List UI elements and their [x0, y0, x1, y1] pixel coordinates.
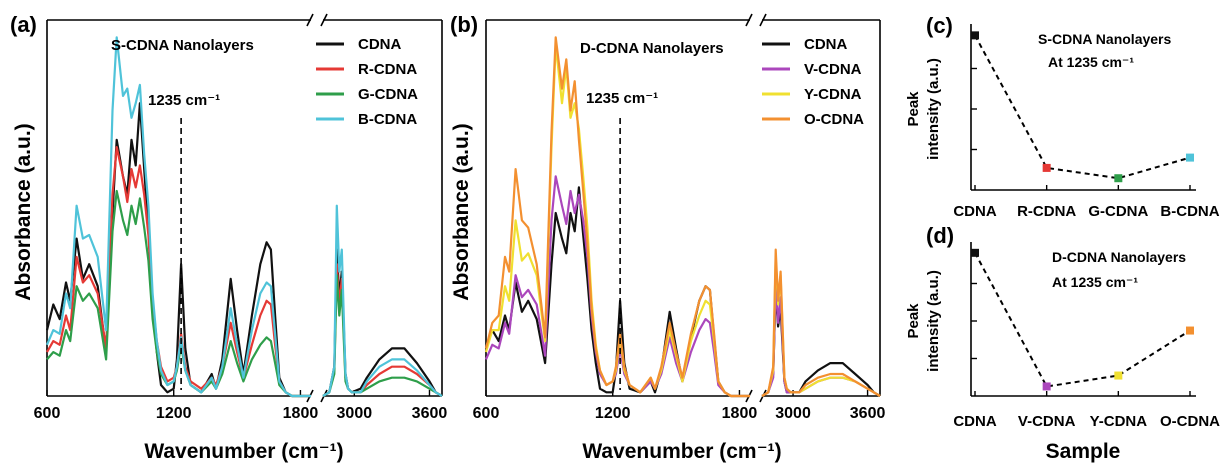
y-axis-title: Absorbance (a.u.) — [450, 123, 473, 300]
series-line-cdna — [45, 102, 311, 398]
category-label: B-CDNA — [1160, 203, 1219, 220]
category-label: R-CDNA — [1017, 203, 1076, 220]
x-tick-label: 3000 — [775, 405, 811, 422]
data-point-cdna — [971, 248, 979, 257]
y-axis-title-line1: Peak — [905, 91, 922, 127]
panel-letter: (b) — [450, 12, 478, 37]
panel-title: D-CDNA Nanolayers — [1052, 249, 1186, 265]
y-axis-title: Absorbance (a.u.) — [12, 123, 35, 300]
data-point-b-cdna — [1186, 153, 1194, 162]
peak-panel-c: CDNA R-CDNA G-CDNA B-CDNA S-CDNA Nanolayers A… — [905, 13, 1220, 220]
x-tick-label: 1800 — [283, 405, 319, 422]
series-line-o-cdna — [761, 248, 881, 397]
data-point-v-cdna — [1042, 382, 1051, 391]
legend-label: B-CDNA — [358, 111, 417, 128]
panel-letter: (d) — [926, 223, 954, 248]
panel-subtitle: At 1235 cm⁻¹ — [1052, 274, 1138, 290]
x-tick-label: 1200 — [595, 405, 631, 422]
x-axis-title: Sample — [1046, 440, 1121, 463]
data-point-cdna — [971, 31, 979, 40]
legend-label: CDNA — [358, 36, 401, 53]
panel-title: S-CDNA Nanolayers — [1038, 31, 1172, 47]
category-label: V-CDNA — [1018, 413, 1076, 430]
y-axis-title-line1: Peak — [905, 303, 922, 339]
category-label: G-CDNA — [1088, 203, 1148, 220]
y-axis-title-line2: intensity (a.u.) — [925, 270, 942, 372]
category-label: CDNA — [953, 413, 996, 430]
spectrum-panel-b: 600 1200 1800 3000 3600 1235 cm⁻¹ D-CDNA Nanol… — [450, 12, 885, 463]
category-label: Y-CDNA — [1090, 413, 1148, 430]
x-axis-title: Wavenumber (cm⁻¹) — [144, 440, 343, 463]
series-line-r-cdna — [46, 146, 311, 398]
x-tick-label: 3600 — [412, 405, 448, 422]
data-point-y-cdna — [1114, 371, 1123, 380]
legend-label: Y-CDNA — [804, 86, 862, 103]
peak-trend-dashed-line — [974, 34, 1191, 180]
axis-break-mark — [306, 13, 314, 27]
x-tick-label: 1200 — [156, 405, 192, 422]
peak-trend-dashed-line — [974, 252, 1191, 388]
axis-break-mark — [759, 13, 767, 27]
x-axis-title: Wavenumber (cm⁻¹) — [582, 440, 781, 463]
category-label: CDNA — [953, 203, 996, 220]
panel-letter: (a) — [10, 12, 37, 37]
legend-label: G-CDNA — [358, 86, 418, 103]
series-line-r-cdna — [322, 263, 443, 397]
x-tick-label: 600 — [34, 405, 61, 422]
axis-break-mark — [745, 13, 753, 27]
series-line-o-cdna — [484, 36, 750, 398]
legend-label: CDNA — [804, 36, 847, 53]
legend-label: R-CDNA — [358, 61, 417, 78]
y-axis-title-line2: intensity (a.u.) — [925, 58, 942, 160]
spectrum-panel-a: 600 1200 1800 3000 3600 1235 cm⁻¹ S-CDNA Nanol… — [10, 12, 447, 463]
x-tick-label: 3000 — [337, 405, 373, 422]
panel-title: S-CDNA Nanolayers — [111, 37, 254, 54]
series-line-b-cdna — [45, 36, 311, 398]
series-line-cdna — [322, 248, 443, 397]
category-label: O-CDNA — [1160, 413, 1220, 430]
panel-letter: (c) — [926, 13, 953, 38]
data-point-o-cdna — [1186, 326, 1194, 335]
series-line-b-cdna — [322, 204, 443, 397]
axis-break-mark — [320, 13, 328, 27]
panel-subtitle: At 1235 cm⁻¹ — [1048, 54, 1134, 70]
peak-annotation-label: 1235 cm⁻¹ — [148, 92, 220, 109]
x-tick-label: 1800 — [722, 405, 758, 422]
series-line-v-cdna — [484, 175, 750, 398]
panel-title: D-CDNA Nanolayers — [580, 40, 724, 57]
x-tick-label: 600 — [473, 405, 500, 422]
peak-annotation-label: 1235 cm⁻¹ — [586, 90, 658, 107]
data-point-r-cdna — [1042, 163, 1051, 172]
legend-label: V-CDNA — [804, 61, 862, 78]
data-point-g-cdna — [1114, 174, 1123, 183]
legend-label: O-CDNA — [804, 111, 864, 128]
x-tick-label: 3600 — [850, 405, 886, 422]
peak-panel-d: CDNA V-CDNA Y-CDNA O-CDNA D-CDNA Nanolayers A… — [905, 223, 1220, 463]
